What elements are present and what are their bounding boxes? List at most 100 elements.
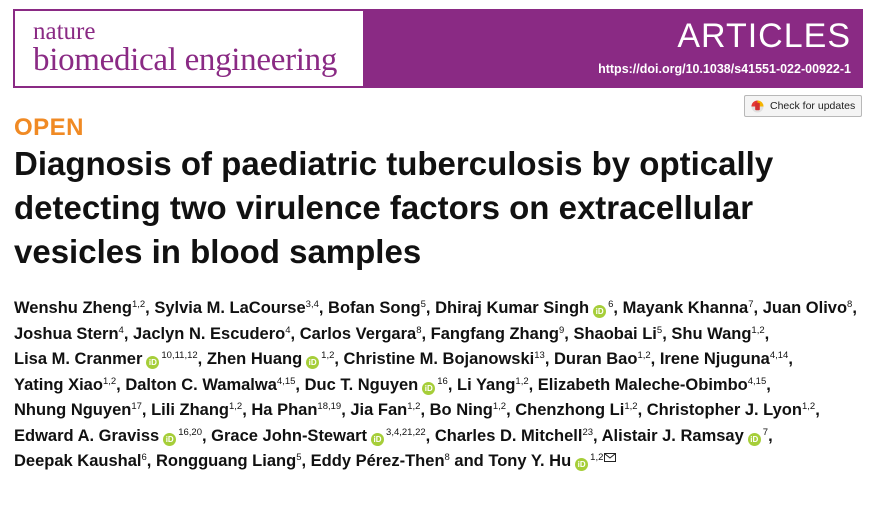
author-name[interactable]: and Tony Y. Hu iD1,2 bbox=[454, 452, 617, 471]
affiliation-superscript[interactable]: 13 bbox=[534, 350, 545, 361]
affiliation-superscript[interactable]: 4 bbox=[118, 324, 124, 336]
email-icon[interactable] bbox=[604, 453, 617, 462]
affiliation-superscript[interactable]: 1,2 bbox=[321, 350, 335, 361]
affiliation-superscript[interactable]: 5 bbox=[656, 324, 663, 336]
check-for-updates-button[interactable]: Check for updates bbox=[744, 95, 862, 117]
author-name[interactable]: Dalton C. Wamalwa4,15 bbox=[125, 376, 295, 394]
author-name[interactable]: Lisa M. Cranmer iD10,11,12 bbox=[14, 350, 198, 369]
affiliation-superscript[interactable]: 1,2 bbox=[229, 401, 243, 412]
author-name[interactable]: Lili Zhang1,2 bbox=[151, 401, 242, 419]
orcid-icon[interactable]: iD bbox=[422, 381, 436, 395]
affiliation-superscript[interactable]: 1,2 bbox=[515, 375, 529, 387]
author-list: Wenshu Zheng1,2, Sylvia M. LaCourse3,4, … bbox=[14, 299, 857, 471]
doi-link[interactable]: https://doi.org/10.1038/s41551-022-00922… bbox=[598, 62, 851, 76]
author-name-text: Joshua Stern bbox=[14, 324, 119, 343]
author-name[interactable]: Christopher J. Lyon1,2 bbox=[647, 401, 815, 419]
affiliation-superscript[interactable]: 8 bbox=[416, 324, 422, 336]
journal-logo[interactable]: nature biomedical engineering bbox=[13, 9, 365, 88]
affiliation-superscript[interactable]: 1,2 bbox=[751, 324, 765, 336]
author-name[interactable]: Joshua Stern4 bbox=[14, 325, 124, 343]
orcid-icon[interactable]: iD bbox=[371, 432, 385, 446]
author-name[interactable]: Bofan Song5 bbox=[328, 299, 426, 317]
author-name[interactable]: Shu Wang1,2 bbox=[671, 325, 764, 343]
affiliation-superscript[interactable]: 8 bbox=[444, 452, 450, 463]
author-name[interactable]: Yating Xiao1,2 bbox=[14, 376, 116, 394]
section-label: ARTICLES bbox=[677, 17, 851, 55]
author-name[interactable]: Carlos Vergara8 bbox=[300, 325, 422, 343]
author-name[interactable]: Dhiraj Kumar Singh iD6 bbox=[435, 299, 614, 318]
author-name[interactable]: Shaobai Li5 bbox=[573, 325, 662, 343]
affiliation-superscript[interactable]: 1,2 bbox=[407, 401, 421, 412]
author-name[interactable]: Jaclyn N. Escudero4 bbox=[133, 325, 291, 343]
journal-name-line2: biomedical engineering bbox=[33, 42, 338, 78]
author-name[interactable]: Deepak Kaushal6 bbox=[14, 452, 147, 470]
affiliation-superscript[interactable]: 7 bbox=[762, 426, 769, 438]
affiliation-superscript[interactable]: 1,2 bbox=[624, 401, 638, 412]
author-name[interactable]: Charles D. Mitchell23 bbox=[435, 427, 593, 445]
author-name[interactable]: Nhung Nguyen17 bbox=[14, 401, 142, 419]
affiliation-superscript[interactable]: 10,11,12 bbox=[161, 350, 198, 361]
affiliation-superscript[interactable]: 5 bbox=[420, 299, 426, 310]
affiliation-superscript[interactable]: 4 bbox=[285, 324, 291, 336]
affiliation-superscript[interactable]: 4,15 bbox=[276, 375, 296, 387]
orcid-icon[interactable]: iD bbox=[146, 356, 160, 369]
orcid-icon[interactable]: iD bbox=[747, 432, 761, 446]
orcid-icon[interactable]: iD bbox=[575, 458, 589, 471]
author-name[interactable]: Wenshu Zheng1,2 bbox=[14, 299, 145, 317]
affiliation-superscript[interactable]: 1,2 bbox=[801, 401, 816, 412]
author-name[interactable]: Bo Ning1,2 bbox=[430, 401, 506, 419]
author-name[interactable]: Alistair J. Ramsay iD7 bbox=[602, 426, 769, 446]
author-name[interactable]: Duran Bao1,2 bbox=[554, 350, 651, 368]
affiliation-superscript[interactable]: 3,4 bbox=[305, 299, 319, 310]
author-name-text: Irene Njuguna bbox=[659, 350, 770, 368]
affiliation-superscript[interactable]: 1,2 bbox=[102, 375, 117, 387]
author-name[interactable]: Zhen Huang iD1,2 bbox=[207, 350, 335, 369]
affiliation-superscript[interactable]: 8 bbox=[847, 299, 853, 310]
orcid-icon[interactable]: iD bbox=[593, 305, 607, 318]
author-name[interactable]: Duc T. Nguyen iD16 bbox=[305, 375, 448, 395]
author-name-text: Eddy Pérez-Then bbox=[310, 452, 445, 470]
author-name[interactable]: Grace John-Stewart iD3,4,21,22 bbox=[211, 426, 426, 446]
affiliation-superscript[interactable]: 7 bbox=[748, 299, 754, 310]
author-name[interactable]: Mayank Khanna7 bbox=[623, 299, 754, 317]
orcid-icon[interactable]: iD bbox=[306, 356, 320, 369]
author-name[interactable]: Irene Njuguna4,14 bbox=[660, 350, 789, 368]
author-name[interactable]: Elizabeth Maleche-Obimbo4,15 bbox=[538, 376, 766, 394]
affiliation-superscript[interactable]: 17 bbox=[131, 401, 142, 412]
author-name[interactable]: Jia Fan1,2 bbox=[350, 401, 420, 419]
author-name[interactable]: Chenzhong Li1,2 bbox=[515, 401, 637, 419]
affiliation-superscript[interactable]: 16 bbox=[437, 375, 448, 387]
author-name-text: Chenzhong Li bbox=[515, 401, 625, 419]
affiliation-superscript[interactable]: 1,2 bbox=[492, 401, 507, 412]
author-name-text: Jia Fan bbox=[350, 401, 408, 419]
author-name[interactable]: Ha Phan18,19 bbox=[251, 401, 341, 419]
author-name[interactable]: Eddy Pérez-Then8 bbox=[311, 452, 450, 470]
author-name[interactable]: Christine M. Bojanowski13 bbox=[344, 350, 545, 368]
affiliation-superscript[interactable]: 4,14 bbox=[769, 350, 789, 361]
author-name[interactable]: Juan Olivo8 bbox=[763, 299, 853, 317]
author-name[interactable]: Rongguang Liang5 bbox=[156, 452, 302, 470]
affiliation-superscript[interactable]: 3,4,21,22 bbox=[386, 426, 426, 438]
author-name[interactable]: Fangfang Zhang9 bbox=[431, 325, 565, 343]
affiliation-superscript[interactable]: 18,19 bbox=[317, 401, 342, 412]
affiliation-superscript[interactable]: 1,2 bbox=[131, 299, 146, 310]
affiliation-superscript[interactable]: 4,15 bbox=[747, 375, 767, 387]
affiliation-superscript[interactable]: 5 bbox=[296, 452, 302, 463]
affiliation-superscript[interactable]: 6 bbox=[608, 299, 614, 310]
affiliation-superscript[interactable]: 16,20 bbox=[178, 426, 202, 438]
author-name-text: Jaclyn N. Escudero bbox=[133, 324, 286, 343]
affiliation-superscript[interactable]: 1,2 bbox=[590, 452, 604, 463]
affiliation-superscript[interactable]: 9 bbox=[558, 324, 565, 336]
author-name-text: Edward A. Graviss bbox=[14, 426, 160, 445]
author-name-text: Carlos Vergara bbox=[299, 324, 417, 343]
affiliation-superscript[interactable]: 1,2 bbox=[637, 350, 651, 361]
affiliation-superscript[interactable]: 6 bbox=[141, 452, 147, 463]
author-name[interactable]: Edward A. Graviss iD16,20 bbox=[14, 426, 202, 446]
orcid-icon[interactable]: iD bbox=[163, 432, 177, 446]
author-name-text: Rongguang Liang bbox=[155, 452, 297, 470]
affiliation-superscript[interactable]: 23 bbox=[582, 426, 594, 438]
author-name[interactable]: Sylvia M. LaCourse3,4 bbox=[154, 299, 319, 317]
author-name-text: Dalton C. Wamalwa bbox=[125, 375, 277, 394]
author-name-text: Ha Phan bbox=[251, 401, 318, 419]
author-name[interactable]: Li Yang1,2 bbox=[457, 376, 529, 394]
